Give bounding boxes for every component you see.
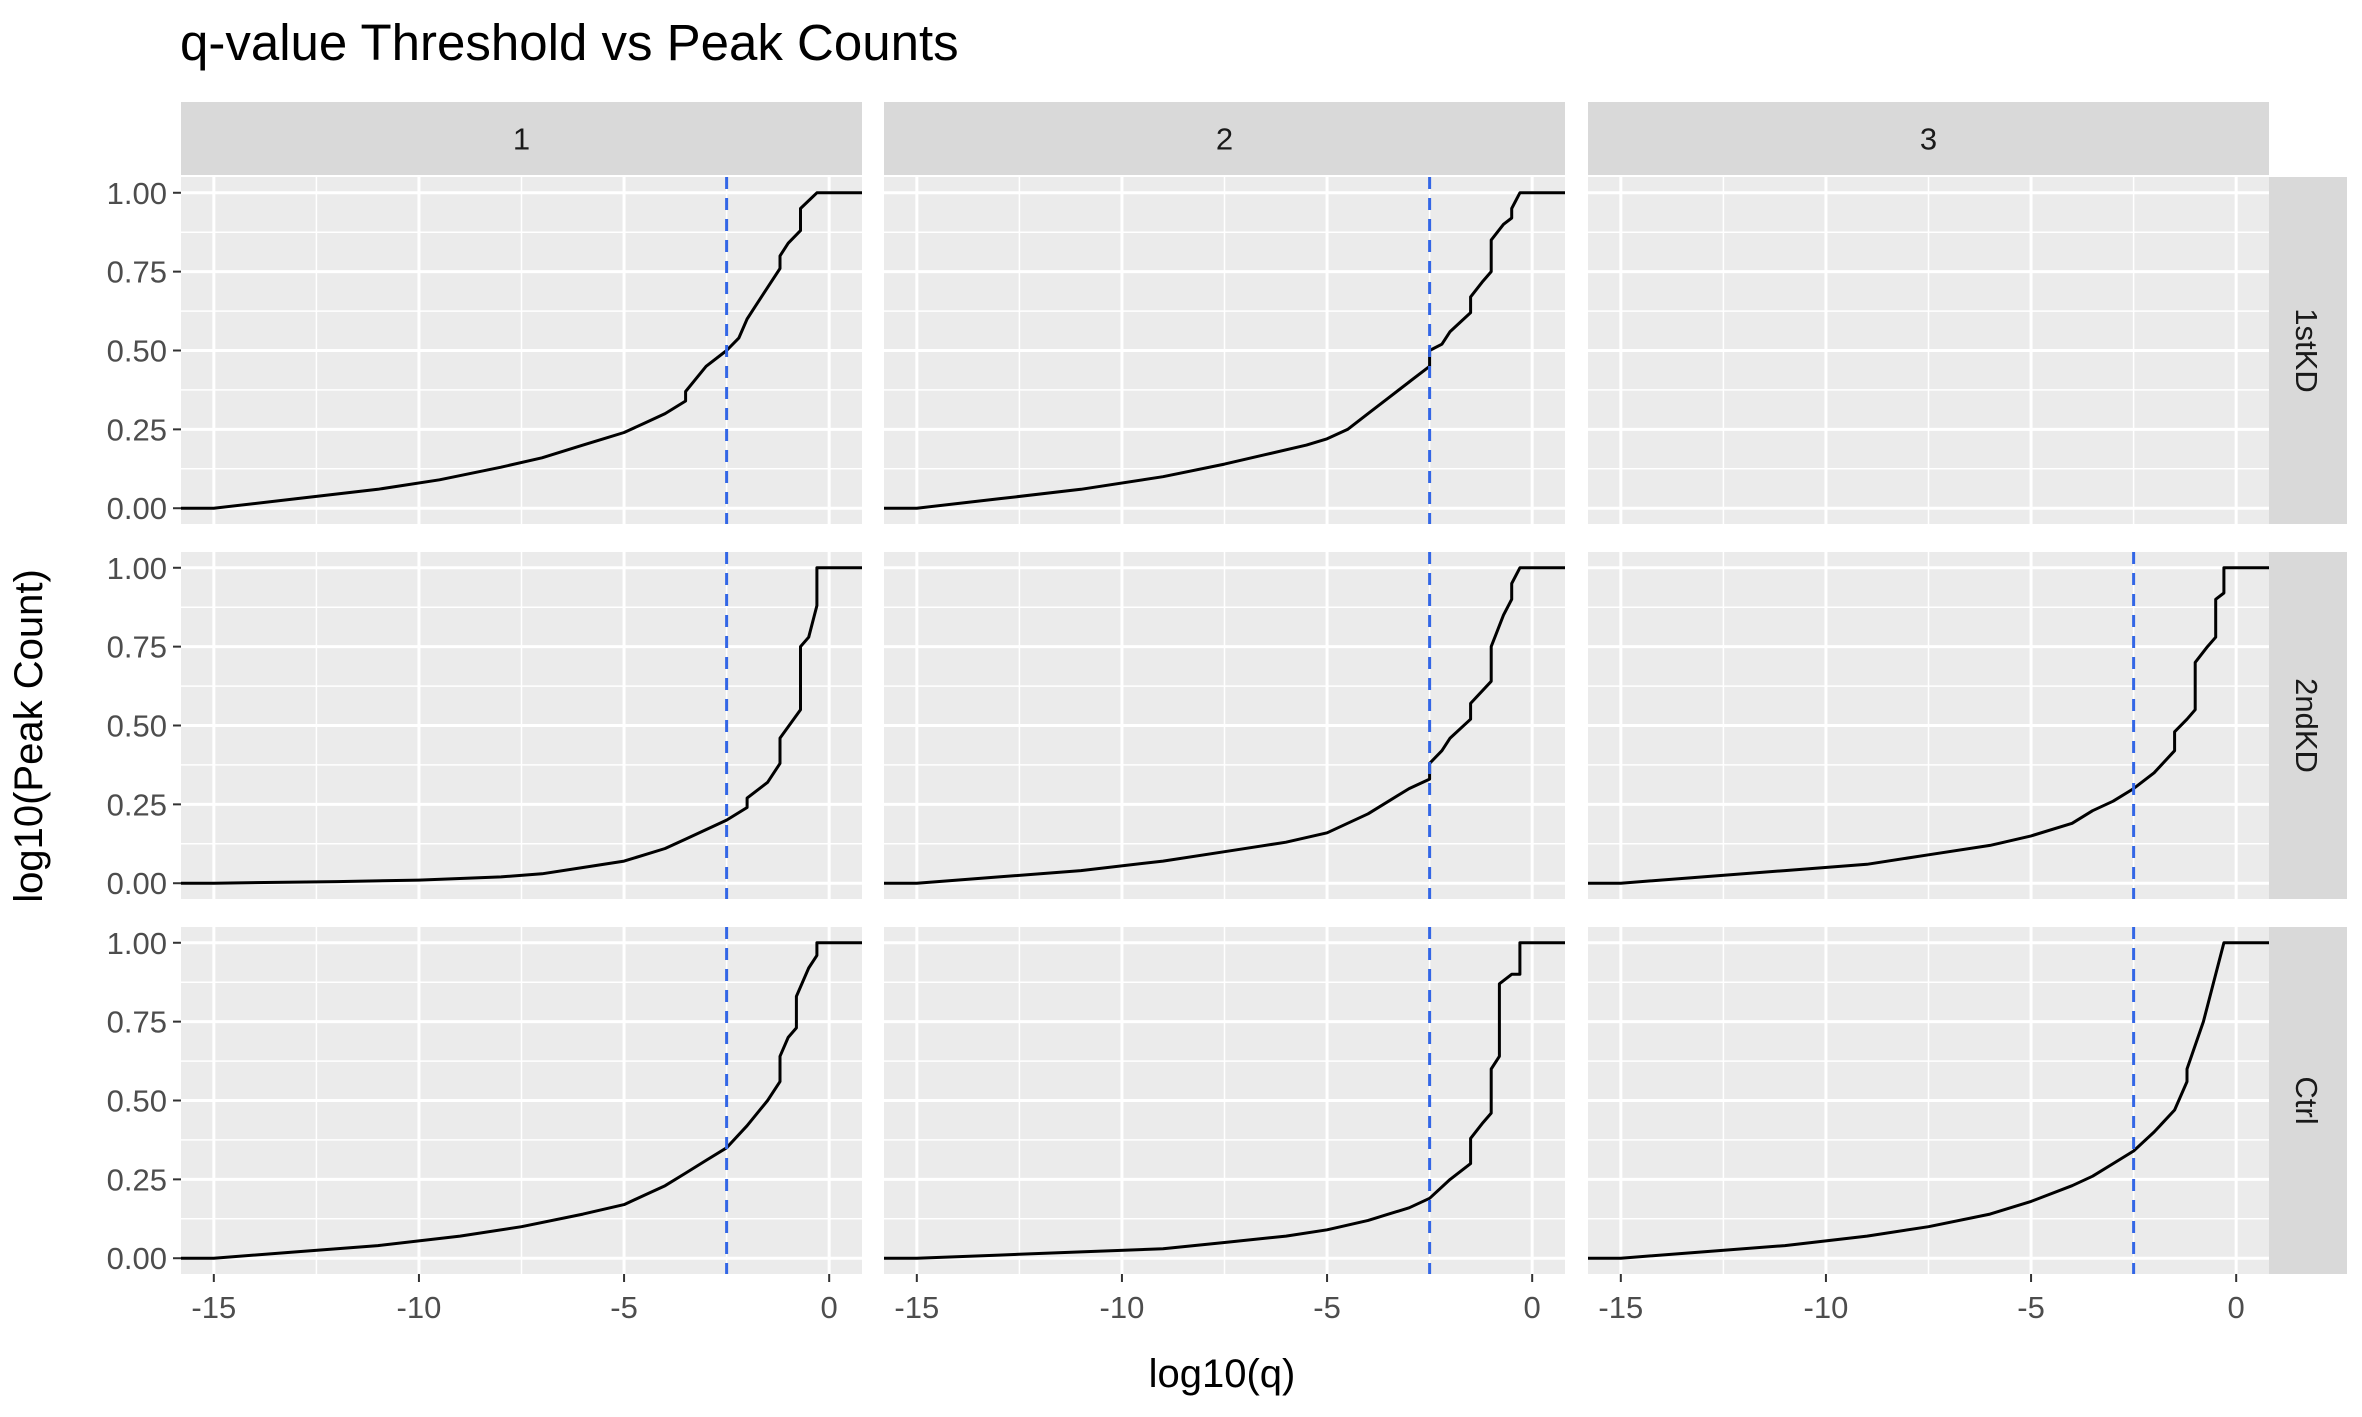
series-line <box>1588 941 2269 1260</box>
panel-2ndKD-2 <box>884 552 1565 899</box>
y-tick-label: 0.00 <box>107 866 167 901</box>
x-tick-label: 0 <box>1524 1290 1541 1325</box>
column-strip-1 <box>181 102 862 175</box>
column-strip-label: 1 <box>513 122 530 157</box>
y-tick-label: 0.75 <box>107 255 167 290</box>
y-tick-label: 1.00 <box>107 176 167 211</box>
y-tick-label: 0.00 <box>107 491 167 526</box>
y-tick-label: 1.00 <box>107 551 167 586</box>
panel-1stKD-3 <box>1588 177 2269 524</box>
x-tick-label: -5 <box>610 1290 638 1325</box>
y-tick-label: 0.50 <box>107 709 167 744</box>
y-tick-label: 0.25 <box>107 787 167 822</box>
column-strip-2 <box>884 102 1565 175</box>
panel-Ctrl-3: -15 -10 -5 0 <box>1588 927 2269 1325</box>
column-strip-label: 2 <box>1216 122 1233 157</box>
row-strip-label: Ctrl <box>2289 1076 2324 1124</box>
series-line <box>884 941 1565 1260</box>
y-tick-label: 0.75 <box>107 1005 167 1040</box>
y-axis-title: log10(Peak Count) <box>7 569 51 903</box>
x-tick-label: 0 <box>2228 1290 2245 1325</box>
x-tick-label: 0 <box>821 1290 838 1325</box>
series-line <box>181 191 862 510</box>
y-tick-label: 0.50 <box>107 1084 167 1119</box>
chart-title: q-value Threshold vs Peak Counts <box>180 14 959 71</box>
column-strip-3 <box>1588 102 2269 175</box>
column-strip-label: 3 <box>1920 122 1937 157</box>
facet-panels: 1 2 31stKD2ndKDCtrl0.000.250.500.751.000.0… <box>107 102 2347 1325</box>
row-strip-1stKD <box>2267 177 2347 524</box>
series-line <box>1588 566 2269 885</box>
x-tick-label: -5 <box>1313 1290 1341 1325</box>
x-tick-label: -5 <box>2017 1290 2045 1325</box>
series-line <box>181 566 862 885</box>
panel-2ndKD-1: 0.00 0.25 0.50 0.75 1.00 <box>107 551 862 901</box>
y-tick-label: 0.50 <box>107 334 167 369</box>
series-line <box>884 191 1565 510</box>
y-tick-label: 0.25 <box>107 1162 167 1197</box>
y-tick-label: 0.75 <box>107 630 167 665</box>
y-tick-label: 1.00 <box>107 926 167 961</box>
x-tick-label: -15 <box>191 1290 236 1325</box>
x-tick-label: -10 <box>397 1290 442 1325</box>
x-tick-label: -15 <box>894 1290 939 1325</box>
y-tick-label: 0.00 <box>107 1241 167 1276</box>
row-strip-label: 2ndKD <box>2289 678 2324 773</box>
y-tick-label: 0.25 <box>107 412 167 447</box>
panel-1stKD-2 <box>884 177 1565 524</box>
x-tick-label: -15 <box>1598 1290 1643 1325</box>
panel-Ctrl-2: -15 -10 -5 0 <box>884 927 1565 1325</box>
panel-1stKD-1: 0.00 0.25 0.50 0.75 1.00 <box>107 176 862 526</box>
x-tick-label: -10 <box>1100 1290 1145 1325</box>
row-strip-label: 1stKD <box>2289 308 2324 392</box>
row-strip-Ctrl <box>2267 927 2347 1274</box>
panel-Ctrl-1: 0.00 0.25 0.50 0.75 1.00 -15 -10 -5 0 <box>107 926 862 1325</box>
panel-2ndKD-3 <box>1588 552 2269 899</box>
x-tick-label: -10 <box>1804 1290 1849 1325</box>
x-axis-title: log10(q) <box>1149 1352 1296 1396</box>
row-strip-2ndKD <box>2267 552 2347 899</box>
